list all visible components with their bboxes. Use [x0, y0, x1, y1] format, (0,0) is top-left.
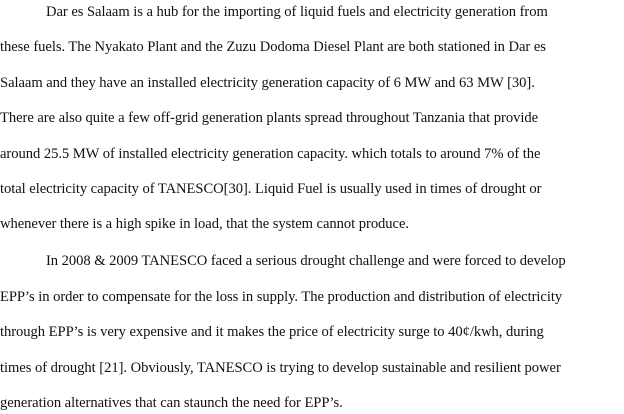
paragraph-line: There are also quite a few off-grid gene… — [0, 110, 539, 126]
paragraph-line: whenever there is a high spike in load, … — [0, 216, 410, 232]
paragraph-line: through EPP’s is very expensive and it m… — [0, 324, 544, 340]
paragraph-line: Dar es Salaam is a hub for the importing… — [46, 4, 548, 20]
paragraph-line: times of drought [21]. Obviously, TANESC… — [0, 360, 561, 376]
paragraph-line: EPP’s in order to compensate for the los… — [0, 289, 563, 305]
paragraph-line: In 2008 & 2009 TANESCO faced a serious d… — [46, 253, 566, 269]
paragraph-line: around 25.5 MW of installed electricity … — [0, 146, 541, 162]
paragraph-line: generation alternatives that can staunch… — [0, 395, 343, 411]
paragraph-line: Salaam and they have an installed electr… — [0, 75, 535, 91]
paragraph-line: these fuels. The Nyakato Plant and the Z… — [0, 39, 546, 55]
paragraph-line: total electricity capacity of TANESCO[30… — [0, 181, 542, 197]
